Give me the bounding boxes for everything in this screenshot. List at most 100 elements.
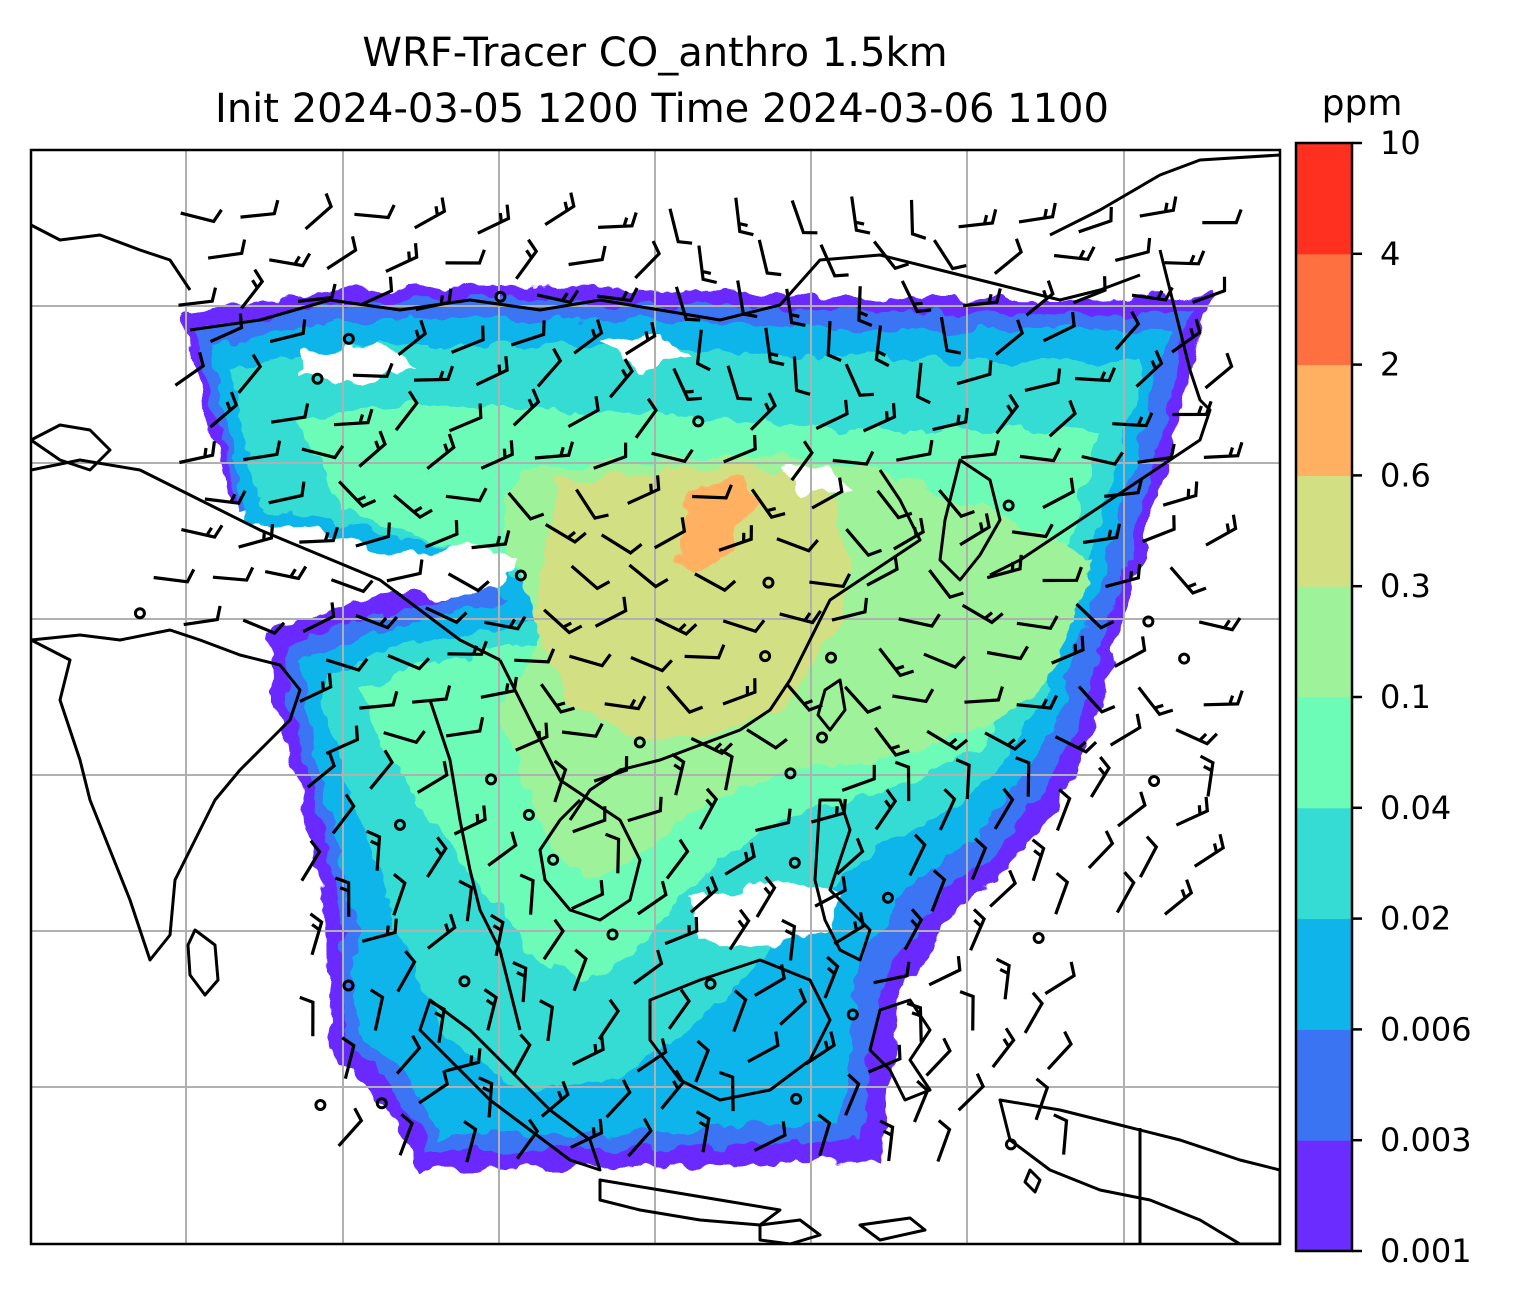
wind-barb <box>1204 352 1234 390</box>
wind-barb <box>572 948 588 992</box>
calm-wind-circle <box>1004 1138 1017 1151</box>
wind-barb <box>984 731 1027 751</box>
wind-barb <box>608 358 634 399</box>
calm-wind-circle <box>133 607 146 620</box>
wind-barb <box>1104 478 1144 498</box>
wind-barb <box>1203 690 1244 707</box>
wind-barb <box>757 239 782 277</box>
field-gaps <box>300 335 850 950</box>
wind-barb <box>815 399 849 430</box>
wind-barb <box>178 287 218 307</box>
wind-barb <box>653 517 687 550</box>
wind-barb <box>1018 202 1057 224</box>
wind-barb <box>819 244 849 278</box>
wind-barb <box>671 752 686 796</box>
wind-barb <box>1139 196 1178 218</box>
wind-barb <box>831 597 869 622</box>
calm-wind-circle <box>846 1008 859 1021</box>
colorbar-tick-label: 4 <box>1380 235 1400 273</box>
colorbar-tick-label: 0.001 <box>1380 1232 1472 1270</box>
wind-barb <box>1172 400 1213 417</box>
wind-barb <box>958 209 998 229</box>
wind-barb <box>515 1118 540 1160</box>
wind-barb <box>857 286 873 327</box>
colorbar-tick-label: 0.1 <box>1380 678 1431 716</box>
colorbar-swatch-3 <box>1296 807 1352 920</box>
wind-barb <box>416 760 449 794</box>
wind-barb <box>1087 830 1115 870</box>
wind-barb <box>844 363 875 397</box>
calm-wind-circle <box>816 731 829 744</box>
wind-barb <box>850 196 871 235</box>
wind-barb <box>1019 447 1062 463</box>
calm-wind-circle <box>547 853 560 866</box>
calm-wind-circle <box>881 891 894 904</box>
wind-barb <box>872 240 909 271</box>
wind-barb <box>697 245 718 285</box>
wind-barb <box>270 403 310 424</box>
wind-barb <box>179 441 216 465</box>
wind-barb <box>480 676 518 699</box>
colorbar-tick-label: 0.04 <box>1380 789 1451 827</box>
calm-wind-circle <box>485 773 498 786</box>
wind-barb <box>568 653 612 668</box>
wind-barb <box>636 1038 668 1073</box>
wind-barb <box>507 491 545 521</box>
wind-barb <box>394 390 419 432</box>
wind-barb <box>876 489 913 520</box>
wind-barb <box>814 876 847 908</box>
wind-barb <box>878 647 915 678</box>
wind-barb <box>426 913 457 950</box>
wind-barb <box>484 615 527 631</box>
wind-barb <box>181 524 224 539</box>
wind-barbs <box>153 192 1244 1163</box>
wind-barb <box>1163 879 1194 916</box>
wind-barb <box>898 613 941 628</box>
wind-barb <box>844 1073 861 1116</box>
wind-barb <box>1053 1113 1069 1155</box>
map-title-line2: Init 2024-03-05 1200 Time 2024-03-06 110… <box>215 86 1109 132</box>
colorbar-tick-label: 0.006 <box>1380 1010 1472 1048</box>
wind-barb <box>1082 523 1122 545</box>
calm-wind-circle <box>494 290 507 303</box>
wind-barb <box>957 1073 986 1112</box>
wind-barb <box>204 490 247 505</box>
wind-barb <box>237 353 263 394</box>
wind-barb <box>776 537 820 553</box>
wind-barb <box>338 480 377 509</box>
wind-barb <box>811 477 844 510</box>
wind-barb <box>301 444 345 460</box>
wind-barb <box>993 787 1015 830</box>
map-panel <box>31 150 1280 1244</box>
wind-barb <box>695 329 711 372</box>
wind-barb <box>926 729 969 751</box>
wind-barb <box>1044 961 1076 995</box>
tracer-band-6 <box>535 465 850 740</box>
wind-barb <box>689 876 719 914</box>
wind-barb <box>936 1119 952 1163</box>
wind-barb <box>1171 318 1202 354</box>
wind-barb <box>667 988 691 1030</box>
wind-barb <box>330 578 374 594</box>
wind-barb <box>970 837 988 881</box>
wind-barb <box>874 788 898 831</box>
wind-barb <box>674 286 701 322</box>
wind-barb <box>862 402 897 433</box>
wind-barb <box>383 730 426 745</box>
colorbar-swatch-5 <box>1296 586 1352 698</box>
wind-barb <box>832 450 875 466</box>
wind-barb <box>397 319 428 356</box>
wind-barb <box>415 288 453 312</box>
wind-barb <box>672 367 703 402</box>
wind-barb <box>994 319 1025 356</box>
wind-barb <box>1053 246 1096 262</box>
wind-barb <box>426 836 448 878</box>
wind-barb <box>326 236 358 270</box>
wind-barb <box>299 995 315 1037</box>
colorbar: 0.001 0.003 0.006 0.02 0.04 0.1 0.3 0.6 2 4 10 <box>1294 124 1472 1270</box>
wind-barb <box>209 391 239 429</box>
wind-barb <box>823 955 840 999</box>
wind-barb <box>431 1000 446 1044</box>
wind-barb <box>1175 796 1209 827</box>
colorbar-swatch-2 <box>1296 918 1352 1030</box>
